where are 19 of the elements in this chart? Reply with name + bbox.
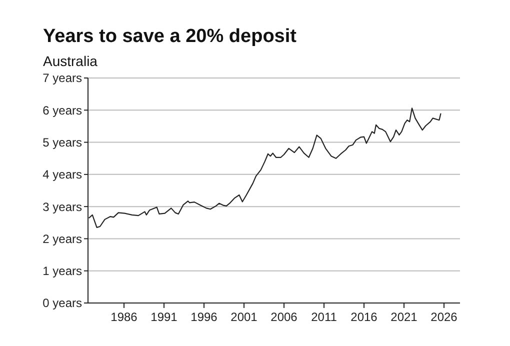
y-tick-label: 1 years — [42, 264, 82, 278]
y-tick-label: 2 years — [42, 232, 82, 246]
chart-subtitle: Australia — [43, 53, 98, 69]
x-tick-label: 1996 — [190, 310, 218, 324]
x-tick-label: 2011 — [311, 310, 338, 324]
y-tick-label: 5 years — [42, 135, 82, 150]
y-tick-label: 7 years — [42, 71, 82, 86]
x-tick-label: 2006 — [270, 310, 298, 324]
y-tick-label: 6 years — [42, 103, 82, 118]
x-tick-label: 1986 — [110, 310, 138, 324]
y-tick-label: 3 years — [42, 200, 82, 214]
x-tick-label: 2026 — [430, 310, 458, 324]
y-tick-label: 0 years — [42, 296, 82, 310]
x-tick-label: 2016 — [350, 310, 378, 324]
chart-title: Years to save a 20% deposit — [43, 26, 298, 47]
x-tick-label: 1991 — [150, 310, 178, 324]
x-tick-label: 2001 — [230, 310, 258, 324]
y-tick-label: 4 years — [42, 168, 82, 182]
x-tick-label: 2021 — [390, 310, 418, 324]
